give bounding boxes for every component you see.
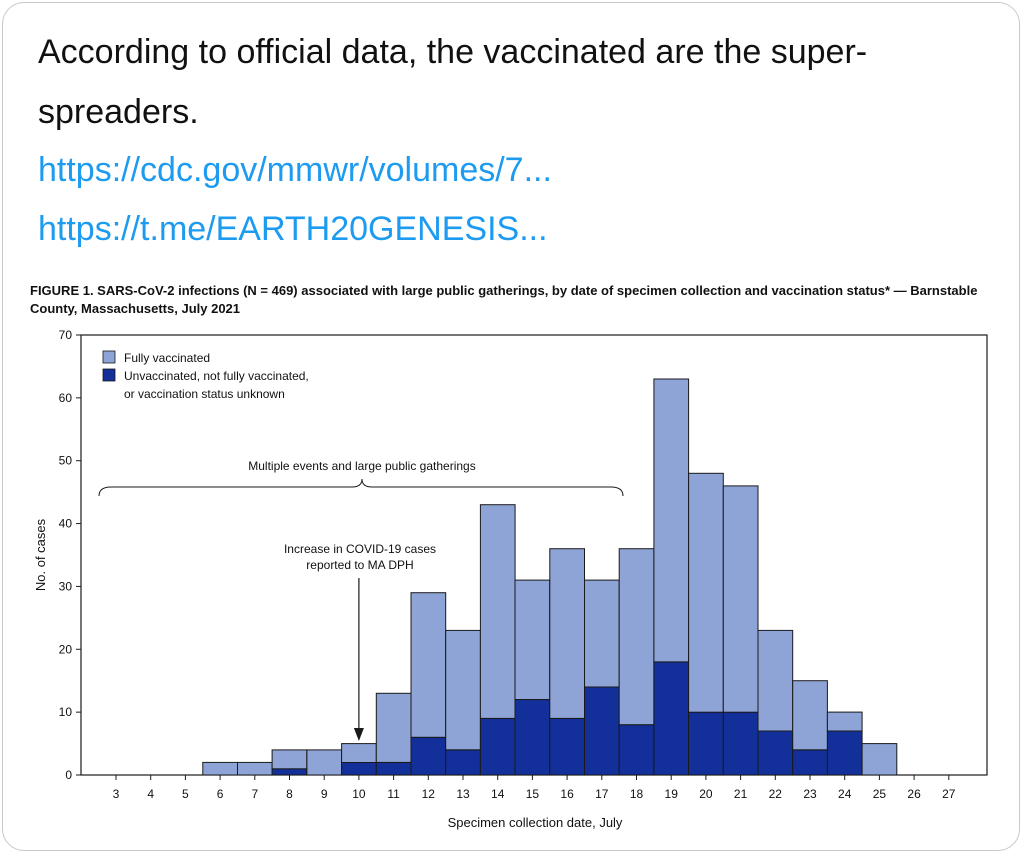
- y-tick-label-70: 70: [59, 328, 73, 342]
- x-tick-label-27: 27: [942, 787, 956, 801]
- arrow-label-line1: Increase in COVID-19 cases: [284, 542, 436, 556]
- bar-fully-vaccinated-9: [306, 749, 343, 776]
- bar-unvaccinated-16: [549, 717, 585, 776]
- y-tick-label-10: 10: [59, 705, 73, 719]
- bar-fully-vaccinated-23: [792, 680, 828, 751]
- bar-fully-vaccinated-15: [514, 579, 551, 700]
- bar-fully-vaccinated-24: [826, 711, 863, 732]
- bar-fully-vaccinated-16: [549, 548, 585, 719]
- bar-fully-vaccinated-6: [202, 761, 239, 776]
- y-tick-label-30: 30: [59, 579, 73, 593]
- y-axis: 0 10 20 30 40 50 60 70: [59, 328, 81, 782]
- x-tick-label-9: 9: [321, 787, 328, 801]
- bar-unvaccinated-22: [757, 730, 794, 776]
- x-tick-label-12: 12: [422, 787, 436, 801]
- bar-unvaccinated-20: [688, 711, 724, 776]
- y-tick-label-60: 60: [59, 391, 73, 405]
- bar-fully-vaccinated-7: [237, 761, 273, 776]
- x-tick-label-16: 16: [560, 787, 574, 801]
- x-tick-label-5: 5: [182, 787, 189, 801]
- bar-unvaccinated-10: [341, 761, 377, 776]
- bar-fully-vaccinated-12: [410, 592, 447, 738]
- bar-unvaccinated-12: [410, 736, 447, 776]
- legend-label-fully-vaccinated: Fully vaccinated: [124, 351, 210, 365]
- legend-swatch-unvaccinated: [102, 368, 116, 382]
- x-tick-label-20: 20: [699, 787, 713, 801]
- bar-unvaccinated-21: [722, 711, 759, 776]
- x-tick-label-3: 3: [113, 787, 120, 801]
- x-tick-label-19: 19: [665, 787, 679, 801]
- figure-title: FIGURE 1. SARS-CoV-2 infections (N = 469…: [30, 283, 978, 316]
- legend-label-unvaccinated-line1: Unvaccinated, not fully vaccinated,: [124, 369, 309, 383]
- x-tick-label-4: 4: [147, 787, 154, 801]
- x-tick-label-24: 24: [838, 787, 852, 801]
- x-tick-label-21: 21: [734, 787, 748, 801]
- x-tick-label-7: 7: [251, 787, 258, 801]
- x-tick-label-26: 26: [907, 787, 921, 801]
- bar-unvaccinated-8: [271, 768, 308, 776]
- x-tick-label-13: 13: [456, 787, 470, 801]
- x-axis-label: Specimen collection date, July: [448, 815, 623, 830]
- bar-fully-vaccinated-14: [479, 504, 516, 719]
- bracket-shape: [98, 478, 624, 497]
- bar-fully-vaccinated-22: [757, 629, 794, 732]
- post-text: According to official data, the vaccinat…: [38, 33, 868, 131]
- bar-unvaccinated-19: [653, 661, 690, 776]
- bar-unvaccinated-14: [479, 717, 516, 776]
- y-axis-label: No. of cases: [33, 518, 48, 591]
- bar-unvaccinated-17: [584, 686, 620, 776]
- bar-fully-vaccinated-21: [722, 485, 759, 713]
- y-tick-label-20: 20: [59, 642, 73, 656]
- cdc-link[interactable]: https://cdc.gov/mmwr/volumes/7...: [38, 151, 552, 189]
- legend-swatch-fully-vaccinated: [102, 350, 116, 364]
- bar-fully-vaccinated-11: [375, 692, 412, 763]
- x-tick-label-8: 8: [286, 787, 293, 801]
- bar-unvaccinated-18: [618, 724, 655, 776]
- x-tick-label-23: 23: [803, 787, 817, 801]
- legend-label-unvaccinated-line2: or vaccination status unknown: [124, 387, 285, 401]
- bar-fully-vaccinated-10: [341, 743, 377, 763]
- bar-unvaccinated-11: [375, 761, 412, 776]
- y-tick-label-50: 50: [59, 454, 73, 468]
- y-tick-label-40: 40: [59, 517, 73, 531]
- bar-fully-vaccinated-17: [584, 579, 620, 688]
- arrow-head: [353, 728, 364, 741]
- bracket-label: Multiple events and large public gatheri…: [248, 459, 475, 473]
- bar-fully-vaccinated-25: [861, 743, 898, 776]
- x-tick-label-25: 25: [873, 787, 887, 801]
- x-tick-label-15: 15: [526, 787, 540, 801]
- bar-fully-vaccinated-8: [271, 749, 308, 770]
- bar-fully-vaccinated-13: [445, 629, 481, 751]
- x-tick-label-17: 17: [595, 787, 609, 801]
- x-tick-label-10: 10: [352, 787, 366, 801]
- arrow-label-line2: reported to MA DPH: [306, 558, 413, 572]
- bar-fully-vaccinated-20: [688, 472, 724, 713]
- telegram-link[interactable]: https://t.me/EARTH20GENESIS...: [38, 210, 548, 248]
- bar-unvaccinated-13: [445, 749, 481, 776]
- x-axis: 3 4 5 6 7 8 9 10 11 12 13 14 15 16 17 18 19 20 21 22 23 24 25 2…: [113, 775, 956, 801]
- bar-unvaccinated-15: [514, 699, 551, 776]
- bar-unvaccinated-24: [826, 730, 863, 776]
- bar-fully-vaccinated-19: [653, 378, 690, 663]
- y-tick-label-0: 0: [65, 768, 72, 782]
- x-tick-label-14: 14: [491, 787, 505, 801]
- x-tick-label-6: 6: [217, 787, 224, 801]
- x-tick-label-11: 11: [387, 787, 400, 801]
- bar-fully-vaccinated-18: [618, 548, 655, 726]
- x-tick-label-22: 22: [769, 787, 783, 801]
- bar-unvaccinated-23: [792, 749, 828, 776]
- x-tick-label-18: 18: [630, 787, 644, 801]
- bars-group: [202, 378, 898, 776]
